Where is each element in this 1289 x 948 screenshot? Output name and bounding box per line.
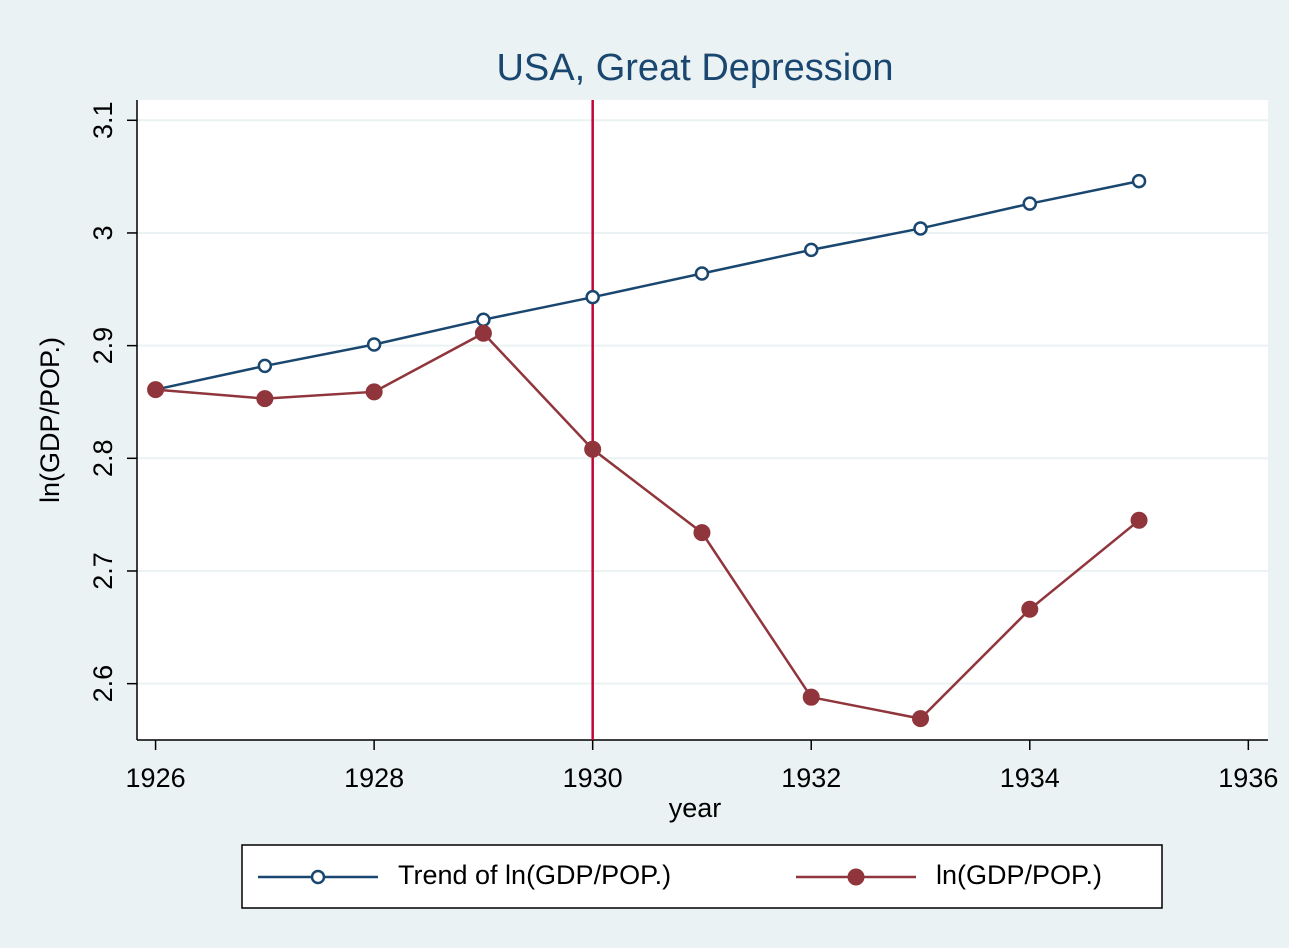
point bbox=[366, 337, 382, 352]
x-tick-label: 1936 bbox=[1218, 763, 1278, 793]
point bbox=[913, 221, 928, 236]
point bbox=[1130, 511, 1148, 529]
point bbox=[803, 242, 819, 258]
point bbox=[802, 688, 820, 706]
point bbox=[585, 289, 600, 305]
x-tick-label: 1926 bbox=[126, 763, 186, 793]
point bbox=[476, 312, 491, 327]
x-tick-label: 1932 bbox=[781, 763, 841, 793]
legend-label: ln(GDP/POP.) bbox=[936, 860, 1102, 890]
point bbox=[584, 440, 602, 458]
point bbox=[694, 266, 710, 281]
point bbox=[365, 383, 383, 401]
series-line bbox=[155, 331, 1140, 720]
legend-box bbox=[241, 844, 1163, 909]
point bbox=[256, 390, 274, 408]
y-tick-label: 2.6 bbox=[88, 665, 118, 703]
point bbox=[310, 869, 326, 885]
legend-label: Trend of ln(GDP/POP.) bbox=[398, 860, 671, 890]
chart-title: USA, Great Depression bbox=[496, 47, 893, 89]
x-axis-label: year bbox=[669, 793, 722, 823]
y-tick-label: 2.8 bbox=[88, 440, 118, 478]
point bbox=[147, 381, 165, 399]
point bbox=[847, 868, 865, 886]
point bbox=[474, 324, 492, 342]
y-tick-label: 2.9 bbox=[88, 327, 118, 365]
x-tick-label: 1930 bbox=[563, 763, 623, 793]
x-tick-label: 1928 bbox=[344, 763, 404, 793]
point bbox=[693, 524, 711, 542]
series-line bbox=[155, 179, 1140, 391]
y-tick-label: 2.7 bbox=[88, 552, 118, 590]
y-tick-label: 3 bbox=[88, 225, 118, 240]
point bbox=[1131, 173, 1147, 189]
y-tick-label: 3.1 bbox=[88, 102, 118, 140]
plot-area bbox=[137, 100, 1268, 740]
y-axis-label: ln(GDP/POP.) bbox=[35, 337, 65, 503]
point bbox=[257, 358, 273, 374]
x-tick-label: 1934 bbox=[1000, 763, 1060, 793]
point bbox=[1021, 600, 1039, 618]
legend: Trend of ln(GDP/POP.) ln(GDP/POP.) bbox=[241, 844, 1163, 909]
point bbox=[912, 710, 930, 728]
point bbox=[1022, 196, 1038, 211]
